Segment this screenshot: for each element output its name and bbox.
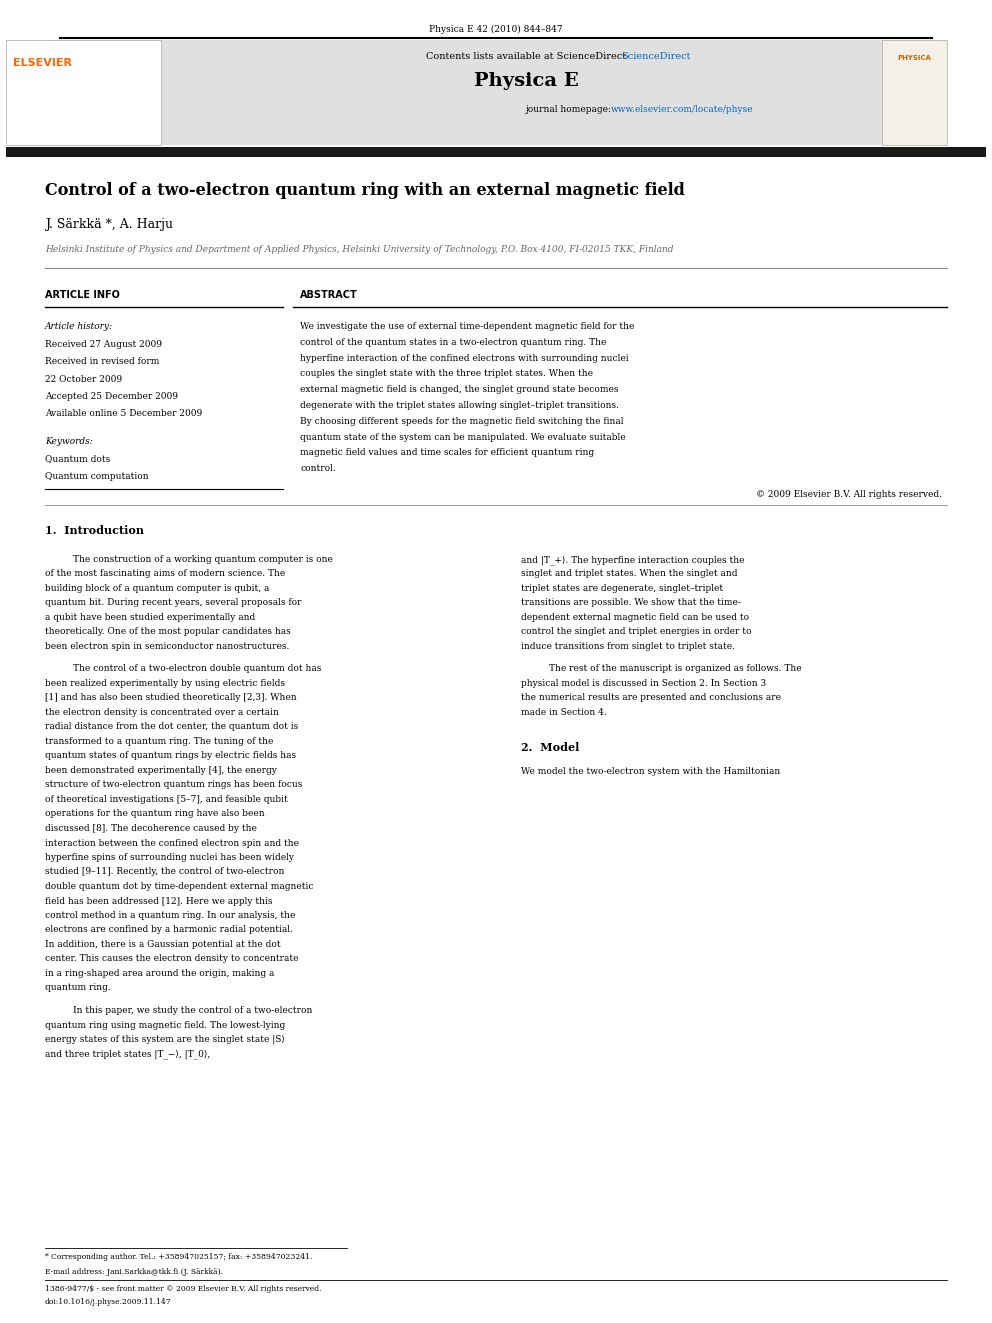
Text: Received in revised form: Received in revised form (45, 357, 160, 366)
Text: 22 October 2009: 22 October 2009 (45, 374, 122, 384)
Text: studied [9–11]. Recently, the control of two-electron: studied [9–11]. Recently, the control of… (45, 868, 285, 877)
Text: We investigate the use of external time-dependent magnetic field for the: We investigate the use of external time-… (300, 321, 634, 331)
Text: induce transitions from singlet to triplet state.: induce transitions from singlet to tripl… (521, 642, 735, 651)
Text: singlet and triplet states. When the singlet and: singlet and triplet states. When the sin… (521, 569, 737, 578)
Text: ScienceDirect: ScienceDirect (621, 52, 690, 61)
Text: Helsinki Institute of Physics and Department of Applied Physics, Helsinki Univer: Helsinki Institute of Physics and Depart… (45, 245, 674, 254)
Text: and three triplet states |T_−⟩, |T_0⟩,: and three triplet states |T_−⟩, |T_0⟩, (45, 1049, 210, 1060)
Text: doi:10.1016/j.physe.2009.11.147: doi:10.1016/j.physe.2009.11.147 (45, 1298, 172, 1306)
Text: external magnetic field is changed, the singlet ground state becomes: external magnetic field is changed, the … (300, 385, 618, 394)
Text: double quantum dot by time-dependent external magnetic: double quantum dot by time-dependent ext… (45, 882, 313, 890)
Text: ABSTRACT: ABSTRACT (300, 290, 358, 300)
Text: quantum bit. During recent years, several proposals for: quantum bit. During recent years, severa… (45, 598, 302, 607)
Text: transitions are possible. We show that the time-: transitions are possible. We show that t… (521, 598, 741, 607)
Text: Contents lists available at ScienceDirect: Contents lists available at ScienceDirec… (426, 52, 626, 61)
Text: © 2009 Elsevier B.V. All rights reserved.: © 2009 Elsevier B.V. All rights reserved… (756, 490, 942, 499)
Text: degenerate with the triplet states allowing singlet–triplet transitions.: degenerate with the triplet states allow… (300, 401, 619, 410)
Text: of theoretical investigations [5–7], and feasible qubit: of theoretical investigations [5–7], and… (45, 795, 288, 804)
Text: made in Section 4.: made in Section 4. (521, 708, 607, 717)
Text: in a ring-shaped area around the origin, making a: in a ring-shaped area around the origin,… (45, 968, 275, 978)
Text: 2.  Model: 2. Model (521, 742, 579, 754)
Text: been realized experimentally by using electric fields: been realized experimentally by using el… (45, 679, 285, 688)
Text: * Corresponding author. Tel.: +358947025157; fax: +358947023241.: * Corresponding author. Tel.: +358947025… (45, 1253, 312, 1261)
Text: Quantum dots: Quantum dots (45, 455, 110, 463)
Bar (882, 40, 947, 146)
Text: center. This causes the electron density to concentrate: center. This causes the electron density… (45, 954, 299, 963)
Text: the numerical results are presented and conclusions are: the numerical results are presented and … (521, 693, 781, 703)
Text: radial distance from the dot center, the quantum dot is: radial distance from the dot center, the… (45, 722, 299, 732)
Text: dependent external magnetic field can be used to: dependent external magnetic field can be… (521, 613, 749, 622)
Text: J. Särkkä *, A. Harju: J. Särkkä *, A. Harju (45, 218, 173, 232)
Text: [1] and has also been studied theoretically [2,3]. When: [1] and has also been studied theoretica… (45, 693, 297, 703)
Text: The rest of the manuscript is organized as follows. The: The rest of the manuscript is organized … (549, 664, 802, 673)
Text: control.: control. (300, 464, 335, 474)
Text: hyperfine spins of surrounding nuclei has been widely: hyperfine spins of surrounding nuclei ha… (45, 853, 294, 863)
Text: a qubit have been studied experimentally and: a qubit have been studied experimentally… (45, 613, 255, 622)
Text: PHYSICA: PHYSICA (898, 56, 931, 61)
Text: of the most fascinating aims of modern science. The: of the most fascinating aims of modern s… (45, 569, 286, 578)
Text: quantum states of quantum rings by electric fields has: quantum states of quantum rings by elect… (45, 751, 297, 761)
Text: been demonstrated experimentally [4], the energy: been demonstrated experimentally [4], th… (45, 766, 277, 775)
Text: By choosing different speeds for the magnetic field switching the final: By choosing different speeds for the mag… (300, 417, 624, 426)
Text: The control of a two-electron double quantum dot has: The control of a two-electron double qua… (73, 664, 321, 673)
Text: Accepted 25 December 2009: Accepted 25 December 2009 (45, 392, 178, 401)
Text: 1.  Introduction: 1. Introduction (45, 525, 144, 536)
Text: been electron spin in semiconductor nanostructures.: been electron spin in semiconductor nano… (45, 642, 290, 651)
Text: In addition, there is a Gaussian potential at the dot: In addition, there is a Gaussian potenti… (45, 941, 281, 949)
Text: energy states of this system are the singlet state |S⟩: energy states of this system are the sin… (45, 1035, 285, 1044)
Text: Control of a two-electron quantum ring with an external magnetic field: Control of a two-electron quantum ring w… (45, 183, 684, 198)
Bar (6, 40, 161, 146)
Text: ELSEVIER: ELSEVIER (13, 58, 72, 67)
Text: control the singlet and triplet energies in order to: control the singlet and triplet energies… (521, 627, 752, 636)
Text: electrons are confined by a harmonic radial potential.: electrons are confined by a harmonic rad… (45, 926, 293, 934)
Text: field has been addressed [12]. Here we apply this: field has been addressed [12]. Here we a… (45, 897, 273, 905)
Text: Available online 5 December 2009: Available online 5 December 2009 (45, 410, 202, 418)
Text: The construction of a working quantum computer is one: The construction of a working quantum co… (73, 556, 333, 564)
Text: structure of two-electron quantum rings has been focus: structure of two-electron quantum rings … (45, 781, 303, 790)
Text: triplet states are degenerate, singlet–triplet: triplet states are degenerate, singlet–t… (521, 583, 723, 593)
Text: quantum ring.: quantum ring. (45, 983, 111, 992)
Text: We model the two-electron system with the Hamiltonian: We model the two-electron system with th… (521, 767, 781, 777)
Text: Article history:: Article history: (45, 321, 113, 331)
Bar (50, 40, 942, 146)
Text: Physica E: Physica E (473, 71, 578, 90)
Text: magnetic field values and time scales for efficient quantum ring: magnetic field values and time scales fo… (300, 448, 594, 458)
Text: www.elsevier.com/locate/physe: www.elsevier.com/locate/physe (611, 105, 754, 114)
Bar (6, 147, 986, 157)
Text: and |T_+⟩. The hyperfine interaction couples the: and |T_+⟩. The hyperfine interaction cou… (521, 556, 745, 565)
Text: Received 27 August 2009: Received 27 August 2009 (45, 340, 162, 348)
Text: In this paper, we study the control of a two-electron: In this paper, we study the control of a… (73, 1005, 312, 1015)
Text: quantum state of the system can be manipulated. We evaluate suitable: quantum state of the system can be manip… (300, 433, 626, 442)
Text: control of the quantum states in a two-electron quantum ring. The: control of the quantum states in a two-e… (300, 337, 606, 347)
Text: transformed to a quantum ring. The tuning of the: transformed to a quantum ring. The tunin… (45, 737, 274, 746)
Text: quantum ring using magnetic field. The lowest-lying: quantum ring using magnetic field. The l… (45, 1020, 286, 1029)
Text: Quantum computation: Quantum computation (45, 472, 149, 482)
Text: control method in a quantum ring. In our analysis, the: control method in a quantum ring. In our… (45, 912, 296, 919)
Text: interaction between the confined electron spin and the: interaction between the confined electro… (45, 839, 299, 848)
Text: 1386-9477/$ - see front matter © 2009 Elsevier B.V. All rights reserved.: 1386-9477/$ - see front matter © 2009 El… (45, 1285, 321, 1293)
Text: theoretically. One of the most popular candidates has: theoretically. One of the most popular c… (45, 627, 291, 636)
Text: couples the singlet state with the three triplet states. When the: couples the singlet state with the three… (300, 369, 593, 378)
Text: the electron density is concentrated over a certain: the electron density is concentrated ove… (45, 708, 279, 717)
Text: Keywords:: Keywords: (45, 437, 92, 446)
Text: physical model is discussed in Section 2. In Section 3: physical model is discussed in Section 2… (521, 679, 766, 688)
Text: E-mail address: Jani.Sarkka@tkk.fi (J. Särkkä).: E-mail address: Jani.Sarkka@tkk.fi (J. S… (45, 1267, 223, 1275)
Text: building block of a quantum computer is qubit, a: building block of a quantum computer is … (45, 583, 270, 593)
Text: hyperfine interaction of the confined electrons with surrounding nuclei: hyperfine interaction of the confined el… (300, 353, 629, 363)
Text: Physica E 42 (2010) 844–847: Physica E 42 (2010) 844–847 (430, 25, 562, 34)
Text: discussed [8]. The decoherence caused by the: discussed [8]. The decoherence caused by… (45, 824, 257, 833)
Text: operations for the quantum ring have also been: operations for the quantum ring have als… (45, 810, 265, 819)
Text: journal homepage:: journal homepage: (526, 105, 615, 114)
Text: ARTICLE INFO: ARTICLE INFO (45, 290, 120, 300)
